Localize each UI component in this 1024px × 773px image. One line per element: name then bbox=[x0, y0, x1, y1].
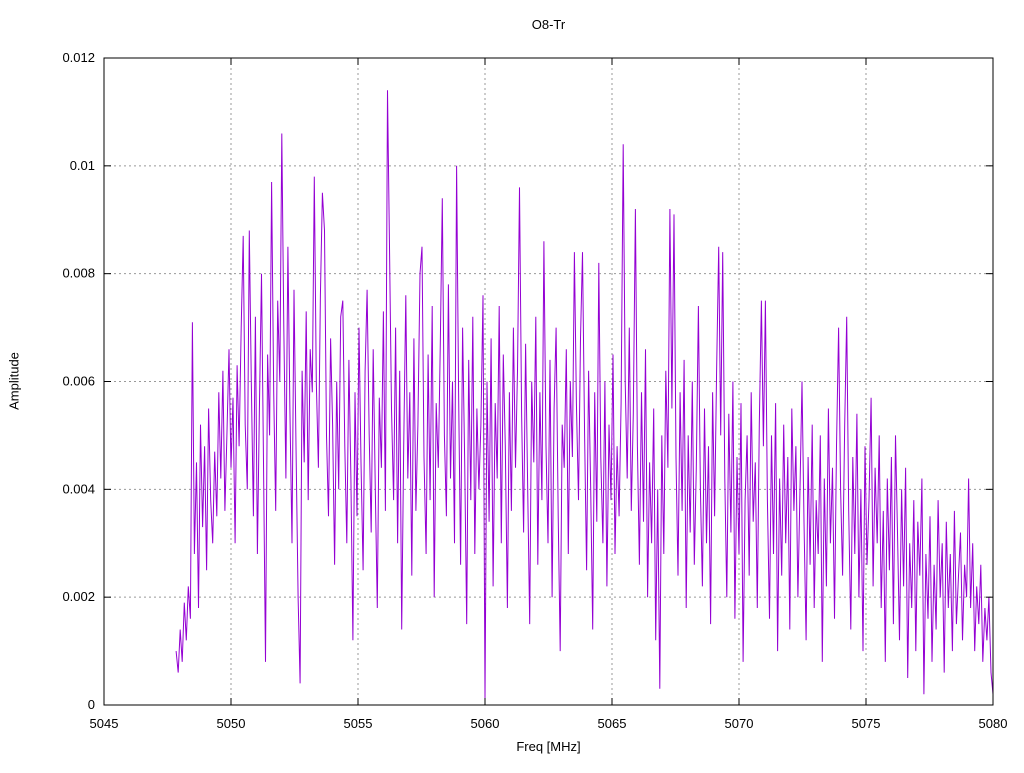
x-tick-label: 5080 bbox=[979, 716, 1008, 731]
y-tick-label: 0.012 bbox=[62, 50, 95, 65]
x-tick-label: 5060 bbox=[471, 716, 500, 731]
x-tick-label: 5055 bbox=[344, 716, 373, 731]
x-axis-title: Freq [MHz] bbox=[516, 739, 581, 754]
x-tick-label: 5065 bbox=[598, 716, 627, 731]
data-series-line bbox=[175, 90, 994, 700]
y-tick-label: 0.004 bbox=[62, 481, 95, 496]
y-tick-label: 0.002 bbox=[62, 589, 95, 604]
y-tick-label: 0.01 bbox=[70, 158, 95, 173]
x-tick-label: 5045 bbox=[90, 716, 119, 731]
y-tick-label: 0.006 bbox=[62, 374, 95, 389]
x-tick-label: 5050 bbox=[217, 716, 246, 731]
x-tick-label: 5070 bbox=[725, 716, 754, 731]
y-axis-title: Amplitude bbox=[6, 352, 22, 410]
y-tick-label: 0 bbox=[88, 697, 95, 712]
y-tick-label: 0.008 bbox=[62, 266, 95, 281]
chart-title: O8-Tr bbox=[531, 17, 566, 32]
x-tick-label: 5075 bbox=[852, 716, 881, 731]
